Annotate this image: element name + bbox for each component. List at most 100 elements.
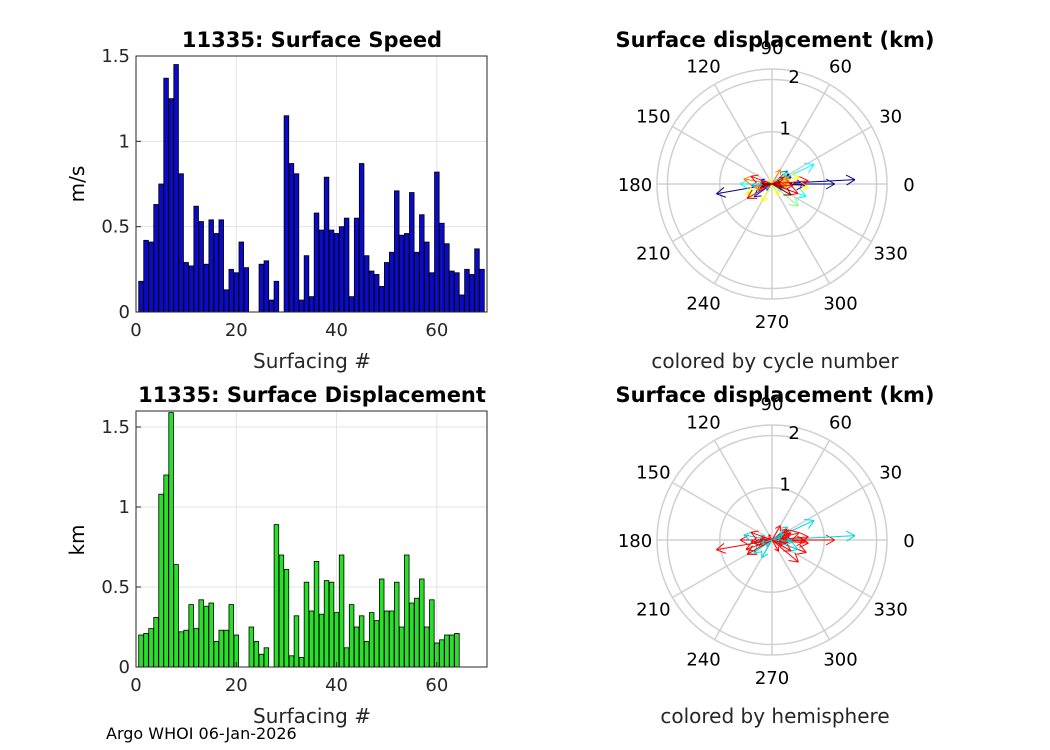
polar-cycle-arrow-head	[745, 185, 753, 194]
polar-cycle-arrow-head	[804, 162, 815, 165]
displacement-bar-chart: 11335: Surface Displacement km Surfacing…	[65, 383, 488, 728]
polar-cycle-arrow-head	[716, 186, 725, 195]
polar-cycle-arrow-head	[743, 178, 752, 186]
displacement-bar	[293, 615, 300, 668]
displacement-ylabel: km	[65, 524, 89, 555]
polar-cycle-arrow-head	[845, 174, 856, 181]
speed-bar	[384, 262, 390, 313]
polar-cycle-arrow-head	[774, 192, 779, 196]
polar-hemisphere-arrow-head	[766, 543, 768, 547]
polar-cycle-arrow-head	[768, 178, 772, 181]
polar-cycle-arrow	[746, 183, 773, 199]
displacement-bar	[158, 493, 164, 668]
polar-hemisphere-arrow-head	[786, 537, 794, 543]
polar-hemisphere-arrow-head	[750, 531, 757, 539]
polar-cycle-radius-label: 1	[779, 119, 790, 140]
speed-xtick-label: 0	[130, 320, 141, 341]
polar-hemisphere-arrow-head	[789, 529, 800, 534]
displacement-axes-box	[135, 410, 488, 668]
speed-bar	[178, 173, 184, 313]
speed-bar	[429, 272, 435, 313]
polar-cycle-arrow-head	[799, 176, 809, 182]
displacement-bar	[218, 629, 224, 668]
speed-bar	[318, 229, 325, 313]
displacement-bar	[283, 569, 290, 668]
polar-hemisphere-arrow-head	[791, 541, 799, 550]
polar-cycle-arrow-head	[778, 186, 783, 189]
displacement-bar	[378, 578, 385, 668]
speed-bar	[238, 241, 245, 313]
polar-hemisphere-arrow	[771, 537, 781, 541]
polar-hemisphere-arrow-head	[768, 534, 772, 537]
polar-cycle-caption: colored by cycle number	[651, 349, 899, 373]
polar-cycle-arrow	[761, 182, 773, 185]
polar-hemisphere-arrow-head	[716, 542, 725, 551]
polar-hemisphere-arrow	[771, 539, 792, 552]
speed-bar	[233, 272, 239, 313]
polar-cycle-arrow-head	[799, 186, 809, 192]
speed-title: 11335: Surface Speed	[182, 28, 442, 52]
speed-bar	[419, 214, 425, 313]
polar-hemisphere-spoke	[771, 539, 831, 640]
polar-hemisphere-angle-label: 180	[618, 531, 652, 552]
speed-bar	[469, 274, 475, 313]
displacement-bar	[348, 604, 355, 668]
polar-hemisphere-arrow	[768, 534, 773, 541]
polar-hemisphere-arrow-head	[739, 539, 750, 546]
displacement-bar	[183, 629, 189, 668]
displacement-bar	[399, 626, 405, 668]
speed-bar	[223, 289, 229, 313]
polar-hemisphere-arrow-head	[754, 538, 760, 544]
polar-cycle-arrow	[750, 175, 773, 185]
displacement-xtick-label: 60	[425, 675, 448, 696]
polar-hemisphere-angle-label: 300	[823, 650, 857, 671]
polar-cycle-arrow-head	[754, 182, 760, 188]
polar-hemisphere-arrow-head	[746, 545, 753, 555]
speed-bar	[394, 190, 400, 313]
speed-bar	[439, 222, 445, 313]
displacement-bar	[208, 602, 214, 668]
polar-cycle-arrow-head	[716, 193, 726, 198]
polar-cycle-angle-label: 90	[761, 38, 784, 59]
polar-cycle-spoke	[771, 84, 831, 185]
speed-bar	[444, 243, 450, 313]
speed-bar	[454, 272, 460, 313]
polar-cycle-arrow	[771, 180, 809, 185]
polar-hemisphere-radius-label: 2	[788, 423, 799, 444]
polar-cycle-spoke	[713, 84, 773, 185]
polar-cycle-spoke	[771, 183, 831, 284]
polar-cycle-arrow	[768, 178, 773, 185]
displacement-bar	[363, 641, 370, 668]
polar-hemisphere-arrow	[771, 539, 783, 544]
speed-bar	[464, 268, 470, 313]
displacement-bar	[203, 605, 209, 668]
displacement-bar	[424, 626, 430, 668]
displacement-bar	[168, 412, 174, 668]
speed-bar	[148, 241, 154, 313]
polar-cycle-arrow-head	[784, 177, 790, 183]
polar-cycle-angle-label: 180	[618, 175, 652, 196]
polar-hemisphere-arrow-head	[786, 544, 792, 552]
displacement-bar	[313, 561, 320, 668]
displacement-bar	[358, 615, 365, 668]
displacement-bar	[308, 610, 315, 668]
displacement-bar	[263, 647, 270, 668]
displacement-bar	[188, 604, 194, 668]
polar-hemisphere-arrow-head	[743, 534, 752, 542]
polar-hemisphere-arrow-head	[753, 551, 762, 554]
displacement-bar	[258, 653, 265, 668]
polar-cycle-arrow	[761, 183, 773, 202]
speed-bar	[303, 255, 310, 313]
speed-bar	[288, 163, 295, 313]
speed-bar	[404, 233, 410, 313]
polar-hemisphere-angle-label: 240	[686, 650, 720, 671]
polar-hemisphere-arrow-head	[774, 548, 779, 552]
polar-hemisphere-arrow-head	[761, 553, 769, 559]
polar-hemisphere-arrow-head	[804, 518, 815, 521]
displacement-bar	[248, 626, 255, 668]
displacement-xtick-label: 0	[130, 675, 141, 696]
polar-hemisphere-angle-label: 210	[636, 600, 670, 621]
polar-cycle-arrow-head	[778, 181, 781, 185]
speed-bar	[213, 233, 219, 313]
displacement-bar	[449, 634, 455, 668]
